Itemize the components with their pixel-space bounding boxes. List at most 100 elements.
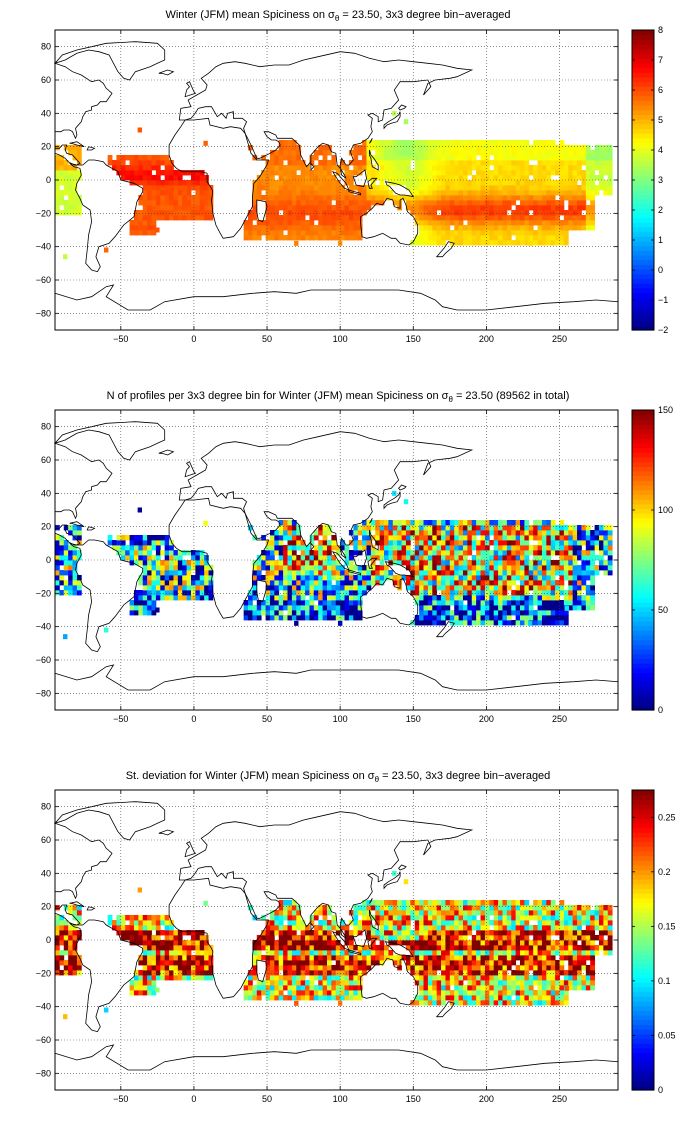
data-cell [537, 230, 543, 236]
data-cell [489, 955, 495, 961]
colorbar-segment [632, 67, 654, 73]
data-cell [581, 170, 587, 176]
data-cell [445, 965, 451, 971]
data-cell [195, 215, 201, 221]
data-cell [274, 950, 280, 956]
data-cell [502, 215, 508, 221]
data-cell [449, 945, 455, 951]
data-cell [59, 175, 65, 181]
data-cell [432, 175, 438, 181]
data-cell [384, 545, 389, 551]
coastline [435, 621, 455, 638]
data-cell [252, 605, 258, 611]
data-cell [388, 545, 394, 551]
data-cell [164, 565, 170, 571]
data-cell [357, 145, 363, 151]
data-cell [107, 915, 113, 921]
data-cell [405, 195, 411, 201]
data-cell [318, 550, 324, 556]
data-cell [151, 940, 157, 946]
data-cell [423, 145, 429, 151]
data-cell [348, 575, 354, 581]
data-cell [476, 195, 481, 201]
data-cell [493, 150, 499, 156]
data-cell [462, 925, 468, 931]
data-cell [326, 530, 332, 536]
data-cell [318, 975, 324, 981]
data-cell [550, 240, 556, 246]
data-cell [331, 215, 337, 221]
data-cell [480, 975, 486, 981]
data-cell [305, 585, 310, 591]
data-cell [133, 610, 139, 616]
data-cell [550, 155, 556, 161]
data-cell [388, 905, 394, 911]
data-cell [357, 995, 363, 1001]
data-cell [169, 550, 174, 556]
data-cell [199, 955, 205, 961]
data-cell [68, 525, 73, 531]
x-tick-label: 150 [406, 334, 421, 344]
data-cell [322, 535, 328, 541]
data-cell [305, 930, 310, 936]
data-cell [603, 180, 609, 186]
data-cell [322, 975, 328, 981]
data-cell [59, 160, 65, 166]
data-cell [414, 945, 420, 951]
colorbar-segment [632, 592, 654, 599]
data-cell [309, 990, 315, 996]
data-cell [384, 955, 389, 961]
data-cell [142, 930, 148, 936]
data-cell [370, 140, 376, 146]
data-cell [63, 254, 68, 260]
data-cell [528, 570, 534, 576]
data-cell [471, 575, 477, 581]
data-cell [318, 995, 324, 1001]
data-cell [563, 560, 569, 566]
data-cell [392, 200, 398, 206]
data-cell [555, 605, 560, 611]
data-cell [68, 205, 73, 211]
data-cell [480, 190, 486, 196]
data-cell [533, 210, 538, 216]
data-cell [423, 965, 429, 971]
colorbar-segment [632, 208, 654, 214]
data-cell [287, 175, 293, 181]
data-cell [403, 119, 409, 125]
data-cell [454, 600, 460, 606]
data-cell [502, 585, 508, 591]
data-cell [414, 150, 420, 156]
data-cell [454, 160, 460, 166]
data-cell [598, 540, 604, 546]
data-cell [432, 540, 438, 546]
data-cell [480, 960, 486, 966]
data-cell [594, 565, 600, 571]
data-cell [533, 610, 538, 616]
data-cell [511, 565, 517, 571]
data-cell [414, 925, 420, 931]
coastline [348, 189, 361, 196]
data-cell [563, 530, 569, 536]
data-cell [441, 945, 446, 951]
data-cell [362, 520, 367, 526]
data-cell [63, 634, 68, 640]
data-cell [208, 210, 214, 216]
data-cell [471, 180, 477, 186]
data-cell [559, 525, 565, 531]
data-cell [449, 535, 455, 541]
data-cell [555, 150, 560, 156]
data-cell [379, 175, 385, 181]
data-cell [427, 900, 433, 906]
data-cell [458, 185, 464, 191]
data-cell [357, 600, 363, 606]
data-cell [160, 205, 166, 211]
data-cell [423, 190, 429, 196]
colorbar-segment [632, 700, 654, 706]
data-cell [454, 565, 460, 571]
data-cell [335, 610, 341, 616]
data-cell [458, 575, 464, 581]
data-cell [432, 550, 438, 556]
data-cell [585, 150, 591, 156]
data-cell [195, 570, 201, 576]
data-cell [274, 565, 280, 571]
